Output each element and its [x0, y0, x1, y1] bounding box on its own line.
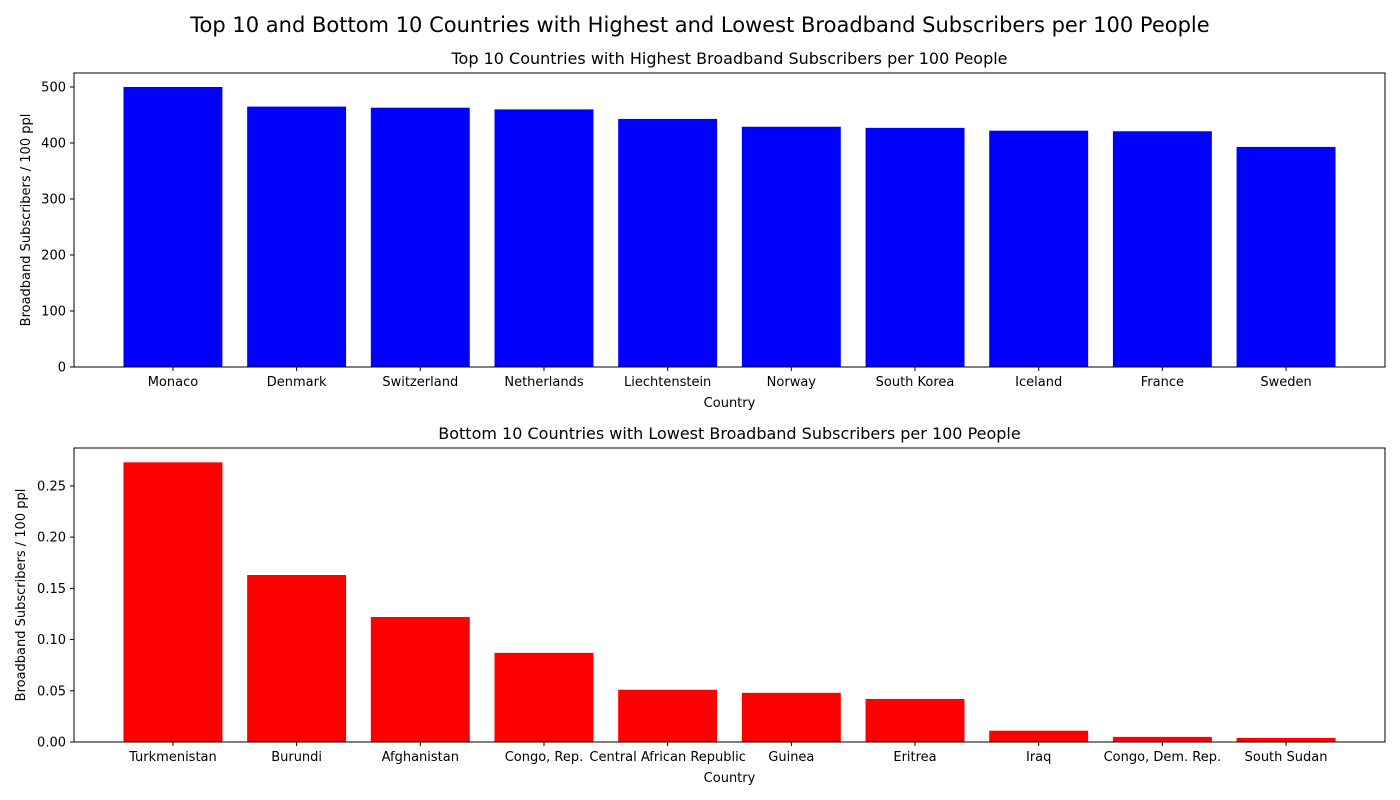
bottom-chart-x-tick-label: South Sudan: [1245, 750, 1328, 765]
bottom-chart-bars: [123, 462, 1336, 742]
bottom-chart-bar: [494, 652, 594, 742]
bottom-chart-bar: [989, 730, 1089, 742]
top-chart-y-tick-label: 300: [41, 193, 66, 208]
top-chart-x-tick-label: Liechtenstein: [624, 375, 711, 390]
bottom-chart-y-tick-label: 0.10: [37, 633, 66, 648]
top-chart-x-tick-label: South Korea: [876, 375, 955, 390]
top-chart-bar: [247, 106, 347, 367]
bottom-chart-bar: [123, 462, 223, 742]
top-chart-x-tick-label: Norway: [767, 375, 817, 390]
bottom-chart-x-tick-label: Guinea: [768, 750, 814, 765]
top-chart-x-tick-label: Iceland: [1015, 375, 1062, 390]
top-chart-bar: [1236, 146, 1336, 367]
top-chart-bar: [741, 126, 841, 367]
top-chart-y-tick-label: 400: [41, 137, 66, 152]
top-chart-x-tick-label: France: [1141, 375, 1184, 390]
top-chart-title: Top 10 Countries with Highest Broadband …: [450, 49, 1007, 68]
bottom-chart-bar: [1112, 736, 1212, 742]
bottom-chart-x-tick-label: Congo, Rep.: [505, 750, 584, 765]
bottom-chart-y-ticks: 0.00 0.05 0.10 0.15 0.20 0.25: [37, 479, 74, 751]
bottom-chart-x-tick-label: Congo, Dem. Rep.: [1104, 750, 1222, 765]
bottom-chart-bar: [247, 575, 347, 742]
top-chart-bar: [123, 87, 223, 367]
top-chart-bar: [1112, 131, 1212, 367]
top-chart-bar: [618, 118, 718, 367]
top-chart-bar: [865, 127, 965, 367]
top-chart-y-tick-label: 0: [58, 361, 66, 376]
top-chart-bar: [989, 130, 1089, 367]
top-chart-x-axis-label: Country: [704, 396, 756, 411]
top-chart-y-ticks: 0 100 200 300 400 500: [41, 81, 74, 376]
bottom-chart-x-tick-label: Afghanistan: [382, 750, 459, 765]
bottom-chart-x-tick-label: Turkmenistan: [128, 750, 217, 765]
top-chart: Top 10 Countries with Highest Broadband …: [19, 49, 1386, 411]
top-chart-bars: [123, 87, 1336, 368]
top-chart-bar: [370, 107, 470, 367]
bottom-chart-bar: [618, 689, 718, 742]
top-chart-x-tick-label: Monaco: [148, 375, 199, 390]
bottom-chart-x-tick-label: Burundi: [271, 750, 322, 765]
bottom-chart-x-tick-label: Iraq: [1026, 750, 1051, 765]
bottom-chart-bar: [865, 698, 965, 742]
bottom-chart-y-tick-label: 0.25: [37, 479, 66, 494]
bottom-chart-y-tick-label: 0.20: [37, 531, 66, 546]
bottom-chart-y-axis-label: Broadband Subscribers / 100 ppl: [14, 489, 29, 702]
bottom-chart-title: Bottom 10 Countries with Lowest Broadban…: [438, 424, 1020, 443]
bottom-chart: Bottom 10 Countries with Lowest Broadban…: [14, 424, 1386, 786]
top-chart-x-tick-label: Denmark: [267, 375, 327, 390]
bottom-chart-y-tick-label: 0.00: [37, 736, 66, 751]
bottom-chart-y-tick-label: 0.05: [37, 684, 66, 699]
top-chart-x-tick-label: Switzerland: [382, 375, 458, 390]
bottom-chart-frame: [73, 447, 1386, 743]
figure-suptitle: Top 10 and Bottom 10 Countries with High…: [189, 13, 1209, 37]
top-chart-x-tick-label: Netherlands: [504, 375, 583, 390]
top-chart-bar: [494, 109, 594, 368]
top-chart-frame: [73, 72, 1386, 368]
bottom-chart-x-axis-label: Country: [704, 771, 756, 786]
bottom-chart-y-tick-label: 0.15: [37, 582, 66, 597]
top-chart-x-tick-label: Sweden: [1260, 375, 1311, 390]
top-chart-y-tick-label: 200: [41, 249, 66, 264]
top-chart-x-ticks: Monaco Denmark Switzerland Netherlands Liech…: [148, 367, 1312, 390]
bottom-chart-bar: [1236, 737, 1336, 742]
top-chart-y-tick-label: 100: [41, 305, 66, 320]
bottom-chart-x-tick-label: Central African Republic: [589, 750, 745, 765]
bottom-chart-x-tick-label: Eritrea: [893, 750, 936, 765]
top-chart-y-tick-label: 500: [41, 81, 66, 96]
bottom-chart-bar: [370, 617, 470, 742]
bottom-chart-bar: [741, 692, 841, 742]
top-chart-y-axis-label: Broadband Subscribers / 100 ppl: [19, 114, 34, 327]
bottom-chart-x-ticks: Turkmenistan Burundi Afghanistan Congo, Rep…: [128, 742, 1327, 765]
